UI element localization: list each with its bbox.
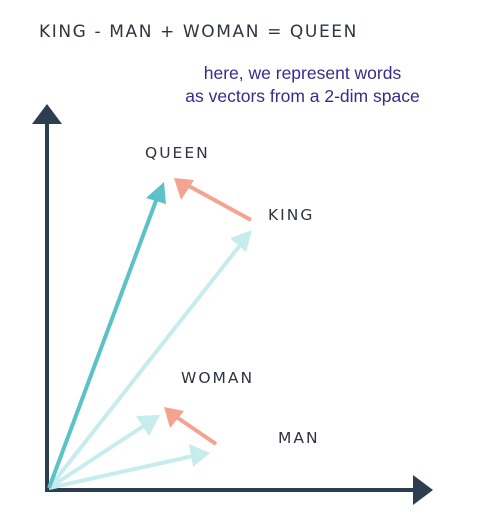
- king-to-queen-arrowhead: [174, 178, 194, 200]
- y-axis-arrowhead: [32, 104, 62, 124]
- man-label: MAN: [278, 429, 320, 447]
- woman-label: WOMAN: [181, 369, 255, 387]
- x-axis-arrowhead: [413, 475, 433, 505]
- note-line-2: as vectors from a 2-dim space: [185, 86, 420, 106]
- king-vector-arrowhead: [230, 230, 252, 252]
- queen-vector-arrowhead: [146, 182, 166, 204]
- man-vector-arrowhead: [189, 444, 210, 467]
- note-line-1: here, we represent words: [203, 63, 402, 83]
- explanation-note: here, we represent words as vectors from…: [160, 62, 445, 108]
- king-to-queen-vector: [186, 183, 252, 222]
- woman-vector-arrowhead: [136, 415, 160, 436]
- king-label: KING: [268, 206, 315, 224]
- man-vector: [48, 454, 194, 490]
- man-to-woman-arrowhead: [164, 407, 184, 428]
- queen-vector: [47, 197, 159, 489]
- man-to-woman-vector: [173, 414, 218, 446]
- king-vector: [47, 242, 243, 490]
- woman-vector: [47, 423, 147, 490]
- queen-label: QUEEN: [145, 144, 210, 162]
- equation-title: KING - MAN + WOMAN = QUEEN: [39, 22, 358, 42]
